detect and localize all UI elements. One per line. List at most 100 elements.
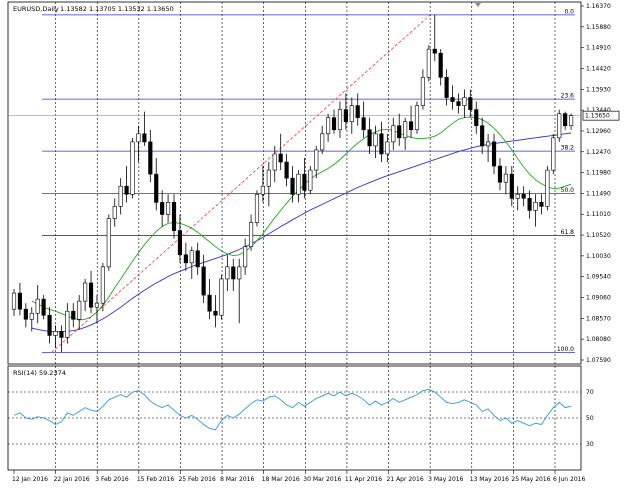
rsi-title: RSI(14) 59.2374 [13, 369, 66, 377]
price-tick-label: 1.14420 [586, 65, 611, 72]
rsi-level-label: 30 [586, 441, 594, 448]
bullish-candle [421, 77, 425, 105]
bullish-candle [374, 134, 378, 146]
bearish-candle [303, 174, 307, 190]
bearish-candle [172, 202, 176, 230]
price-tick-label: 1.10030 [586, 253, 611, 260]
current-price-marker: 1.13650 [583, 111, 619, 120]
price-tick-label: 1.09060 [586, 295, 611, 302]
bearish-candle [154, 174, 158, 202]
bullish-candle [113, 206, 117, 218]
bearish-candle [451, 98, 455, 102]
bearish-candle [498, 166, 502, 182]
bearish-candle [149, 142, 153, 174]
bullish-candle [569, 116, 573, 126]
price-tick-label: 1.09540 [586, 274, 611, 281]
price-tick-label: 1.14910 [586, 45, 611, 52]
bullish-candle [267, 170, 271, 186]
bullish-candle [427, 49, 431, 77]
bearish-candle [125, 186, 129, 194]
bullish-candle [83, 283, 87, 301]
bullish-candle [309, 170, 313, 190]
bearish-candle [143, 134, 147, 142]
date-tick-label: 12 Jan 2016 [12, 476, 48, 483]
price-tick-label: 1.07590 [586, 357, 611, 364]
chart-symbol-label: EURUSD,Daily [13, 5, 59, 13]
bullish-candle [504, 174, 508, 182]
bearish-candle [480, 126, 484, 146]
bullish-candle [486, 142, 490, 146]
bullish-candle [516, 194, 520, 198]
bearish-candle [231, 267, 235, 279]
bullish-candle [95, 303, 99, 307]
bearish-candle [279, 154, 283, 162]
bullish-candle [119, 186, 123, 206]
bearish-candle [208, 295, 212, 311]
current-price-label: 1.13650 [585, 113, 610, 120]
bullish-candle [30, 313, 34, 319]
date-tick-label: 18 Mar 2016 [262, 476, 300, 483]
bearish-candle [344, 110, 348, 122]
bullish-candle [557, 114, 561, 138]
bearish-candle [214, 311, 218, 315]
bearish-candle [409, 122, 413, 130]
date-tick-label: 21 Apr 2016 [387, 476, 424, 483]
bullish-candle [273, 154, 277, 170]
bullish-candle [54, 331, 58, 335]
date-tick-label: 22 Jan 2016 [54, 476, 90, 483]
bullish-candle [546, 170, 550, 206]
price-tick-label: 1.08080 [586, 336, 611, 343]
price-tick-label: 1.15880 [586, 24, 611, 31]
fibonacci-level-label: 23.6 [561, 93, 575, 100]
bullish-candle [338, 110, 342, 130]
bullish-candle [243, 247, 247, 267]
fibonacci-level-label: 100.0 [557, 346, 574, 353]
bullish-candle [131, 142, 135, 194]
bearish-candle [18, 293, 22, 309]
price-tick-label: 1.16370 [586, 3, 611, 10]
date-tick-label: 3 Feb 2016 [95, 476, 129, 483]
price-tick-label: 1.12470 [586, 149, 611, 156]
bearish-candle [563, 114, 567, 126]
bullish-candle [190, 251, 194, 263]
price-tick-label: 1.11490 [586, 190, 611, 197]
bearish-candle [368, 130, 372, 146]
bullish-candle [237, 267, 241, 279]
bullish-candle [326, 118, 330, 134]
bullish-candle [77, 301, 81, 319]
bearish-candle [202, 267, 206, 295]
bullish-candle [297, 174, 301, 194]
bearish-candle [510, 174, 514, 198]
bearish-candle [439, 53, 443, 77]
fibonacci-level-label: 38.2 [561, 145, 575, 152]
bearish-candle [60, 331, 64, 337]
date-tick-label: 25 May 2016 [511, 476, 550, 483]
bullish-candle [66, 311, 70, 337]
price-tick-label: 1.11980 [586, 170, 611, 177]
bullish-candle [166, 202, 170, 214]
fibonacci-level-label: 0.0 [564, 8, 574, 15]
bullish-candle [415, 106, 419, 130]
bearish-candle [196, 251, 200, 267]
bearish-candle [397, 126, 401, 138]
bullish-candle [137, 134, 141, 142]
bearish-candle [474, 110, 478, 126]
date-tick-label: 8 Mar 2016 [220, 476, 254, 483]
rsi-level-label: 50 [586, 415, 594, 422]
bearish-candle [48, 315, 52, 335]
bearish-candle [178, 231, 182, 255]
bearish-candle [528, 198, 532, 210]
fibonacci-level-label: 50.0 [561, 187, 575, 194]
bearish-candle [42, 299, 46, 315]
fibonacci-level-label: 61.8 [561, 229, 575, 236]
bullish-candle [392, 126, 396, 142]
bullish-candle [314, 150, 318, 170]
bullish-candle [386, 142, 390, 154]
date-tick-label: 15 Feb 2016 [137, 476, 175, 483]
date-tick-label: 30 Mar 2016 [303, 476, 341, 483]
bullish-candle [107, 218, 111, 266]
bullish-candle [12, 293, 16, 309]
bearish-candle [285, 162, 289, 178]
